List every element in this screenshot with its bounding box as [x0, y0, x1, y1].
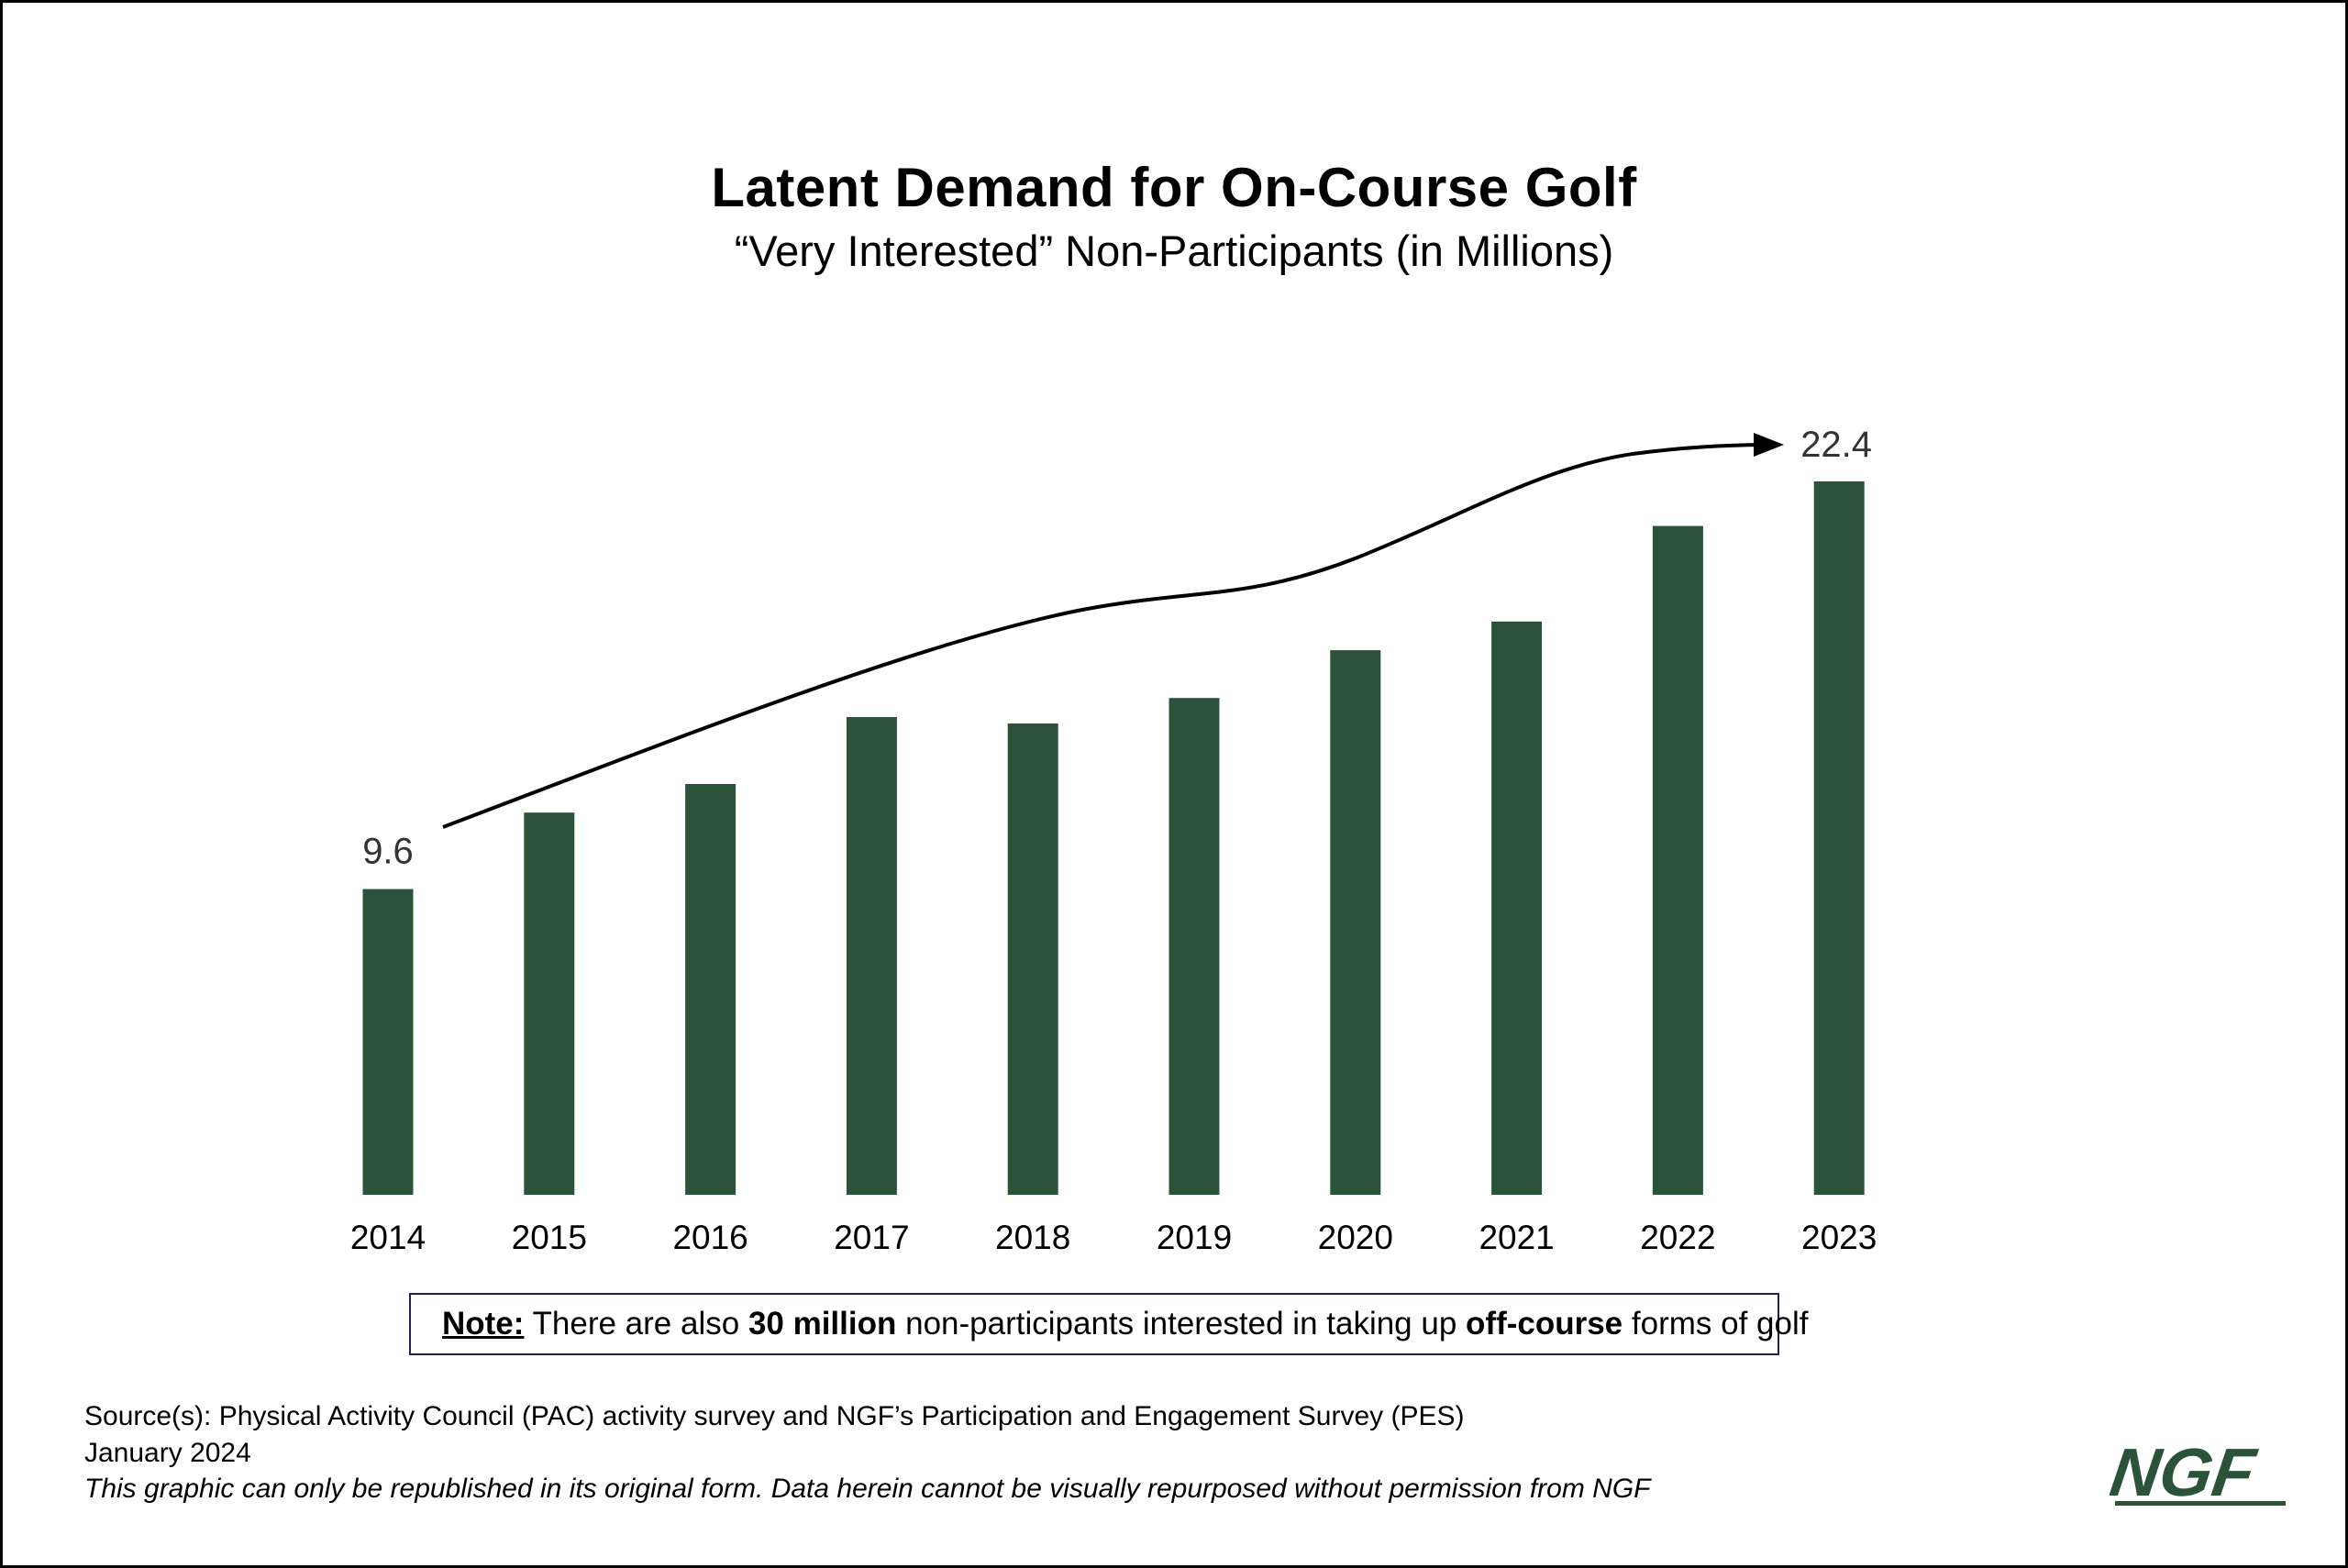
- x-tick-label: 2014: [350, 1219, 426, 1256]
- data-label: 22.4: [1800, 425, 1872, 465]
- ngf-logo-text: NGF: [2110, 1444, 2262, 1510]
- trend-arrow: [442, 443, 1757, 829]
- x-tick-label: 2015: [512, 1219, 587, 1256]
- bar-2014: [362, 889, 414, 1195]
- bar-2016: [685, 784, 737, 1195]
- x-tick-label: 2019: [1157, 1219, 1232, 1256]
- bar-2017: [846, 717, 897, 1195]
- bar-2022: [1652, 525, 1703, 1195]
- x-tick-label: 2022: [1640, 1219, 1715, 1256]
- x-tick-label: 2018: [995, 1219, 1070, 1256]
- bars-layer: [362, 481, 1865, 1195]
- chart-subtitle: “Very Interested” Non-Participants (in M…: [734, 226, 1614, 275]
- bar-2019: [1168, 698, 1220, 1195]
- ngf-logo-underline: [2115, 1501, 2286, 1506]
- source-text: Source(s): Physical Activity Council (PA…: [84, 1401, 1465, 1431]
- ngf-logo: NGF: [2110, 1444, 2286, 1510]
- trend-arrow-head: [1754, 433, 1784, 457]
- bar-2021: [1491, 621, 1543, 1195]
- chart-title: Latent Demand for On-Course Golf: [711, 157, 1637, 218]
- x-tick-label: 2023: [1801, 1219, 1877, 1256]
- bar-2020: [1330, 650, 1381, 1195]
- x-tick-label: 2020: [1318, 1219, 1393, 1256]
- disclaimer-text: This graphic can only be republished in …: [84, 1474, 1651, 1504]
- note-label: Note:: [442, 1306, 525, 1342]
- data-label: 9.6: [362, 832, 414, 872]
- x-tick-label: 2016: [672, 1219, 748, 1256]
- labels-layer: 2014 2015 2016 2017 2018 2019 2020 2021 2022 2023…: [350, 425, 1877, 1256]
- bar-2015: [524, 812, 575, 1195]
- x-tick-label: 2017: [834, 1219, 909, 1256]
- note-text-3: forms of golf: [1623, 1306, 1809, 1342]
- bar-2018: [1007, 723, 1058, 1195]
- bar-2023: [1813, 481, 1865, 1195]
- note-text-1: There are also: [524, 1306, 748, 1342]
- note-box: Note: There are also 30 million non-part…: [409, 1293, 1808, 1355]
- date-text: January 2024: [84, 1438, 251, 1468]
- note-bold-2: off-course: [1466, 1306, 1623, 1342]
- x-tick-label: 2021: [1479, 1219, 1554, 1256]
- note-bold-1: 30 million: [748, 1306, 897, 1342]
- note-text-2: non-participants interested in taking up: [896, 1306, 1467, 1342]
